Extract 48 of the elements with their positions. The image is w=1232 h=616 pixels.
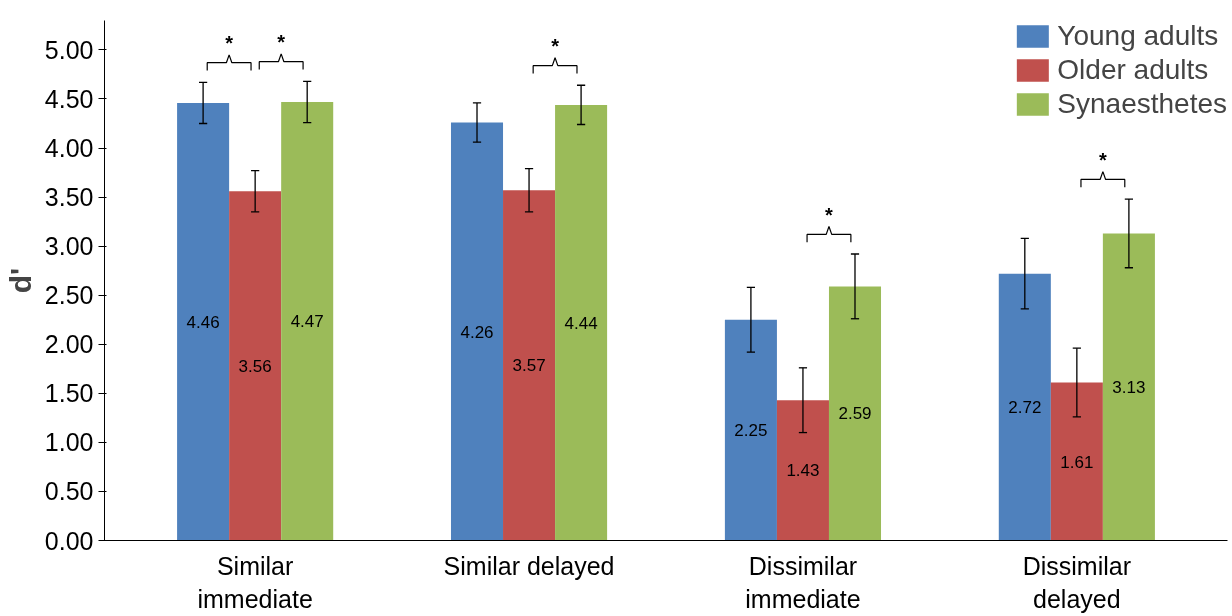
y-tick-label: 2.50 [44, 281, 94, 310]
bar [776, 400, 829, 541]
legend-label: Synaesthetes [1057, 88, 1227, 120]
y-tick-label: 4.50 [44, 84, 94, 113]
y-tick-label: 0.00 [44, 526, 94, 555]
data-label: 3.13 [1112, 377, 1146, 397]
data-label: 4.44 [564, 313, 598, 333]
bar [724, 319, 777, 541]
legend-label: Older adults [1057, 54, 1209, 86]
bar [1102, 233, 1155, 541]
bar [281, 101, 334, 541]
x-tick-label: Similar immediate [197, 551, 313, 614]
y-tick-label: 3.50 [44, 183, 94, 212]
bar [998, 273, 1051, 541]
data-label: 2.72 [1008, 398, 1042, 418]
annotation: * [225, 31, 234, 54]
bar [828, 286, 882, 541]
y-tick-label: 3.00 [44, 232, 94, 261]
bar [503, 190, 556, 541]
annotation: * [551, 34, 560, 57]
bar [555, 104, 608, 541]
data-label: 4.26 [460, 322, 494, 342]
data-label: 4.46 [186, 312, 220, 332]
bar [177, 102, 230, 541]
legend-label: Young adults [1057, 20, 1219, 52]
x-tick-label: Dissimilar immediate [745, 551, 861, 614]
y-tick-label: 2.00 [44, 330, 94, 359]
x-tick-label: Similar delayed [443, 551, 615, 580]
data-label: 2.25 [734, 421, 768, 441]
data-label: 4.47 [290, 312, 324, 332]
annotation: * [277, 30, 286, 53]
data-label: 2.59 [838, 404, 872, 424]
bar [450, 122, 504, 541]
y-tick-label: 1.50 [44, 379, 94, 408]
y-tick-label: 0.50 [44, 477, 94, 506]
data-label: 3.57 [512, 356, 546, 376]
annotation: * [825, 203, 834, 226]
y-tick-label: 5.00 [44, 35, 94, 64]
y-tick-label: 1.00 [44, 428, 94, 457]
y-axis-title: d' [3, 267, 37, 294]
bar [1050, 382, 1103, 541]
bar [229, 191, 282, 541]
data-label: 3.56 [238, 356, 272, 376]
y-tick-label: 4.00 [44, 134, 94, 163]
x-tick-label: Dissimilar delayed [1022, 551, 1132, 614]
data-label: 1.61 [1060, 452, 1094, 472]
data-label: 1.43 [786, 461, 820, 481]
annotation: * [1098, 148, 1107, 171]
